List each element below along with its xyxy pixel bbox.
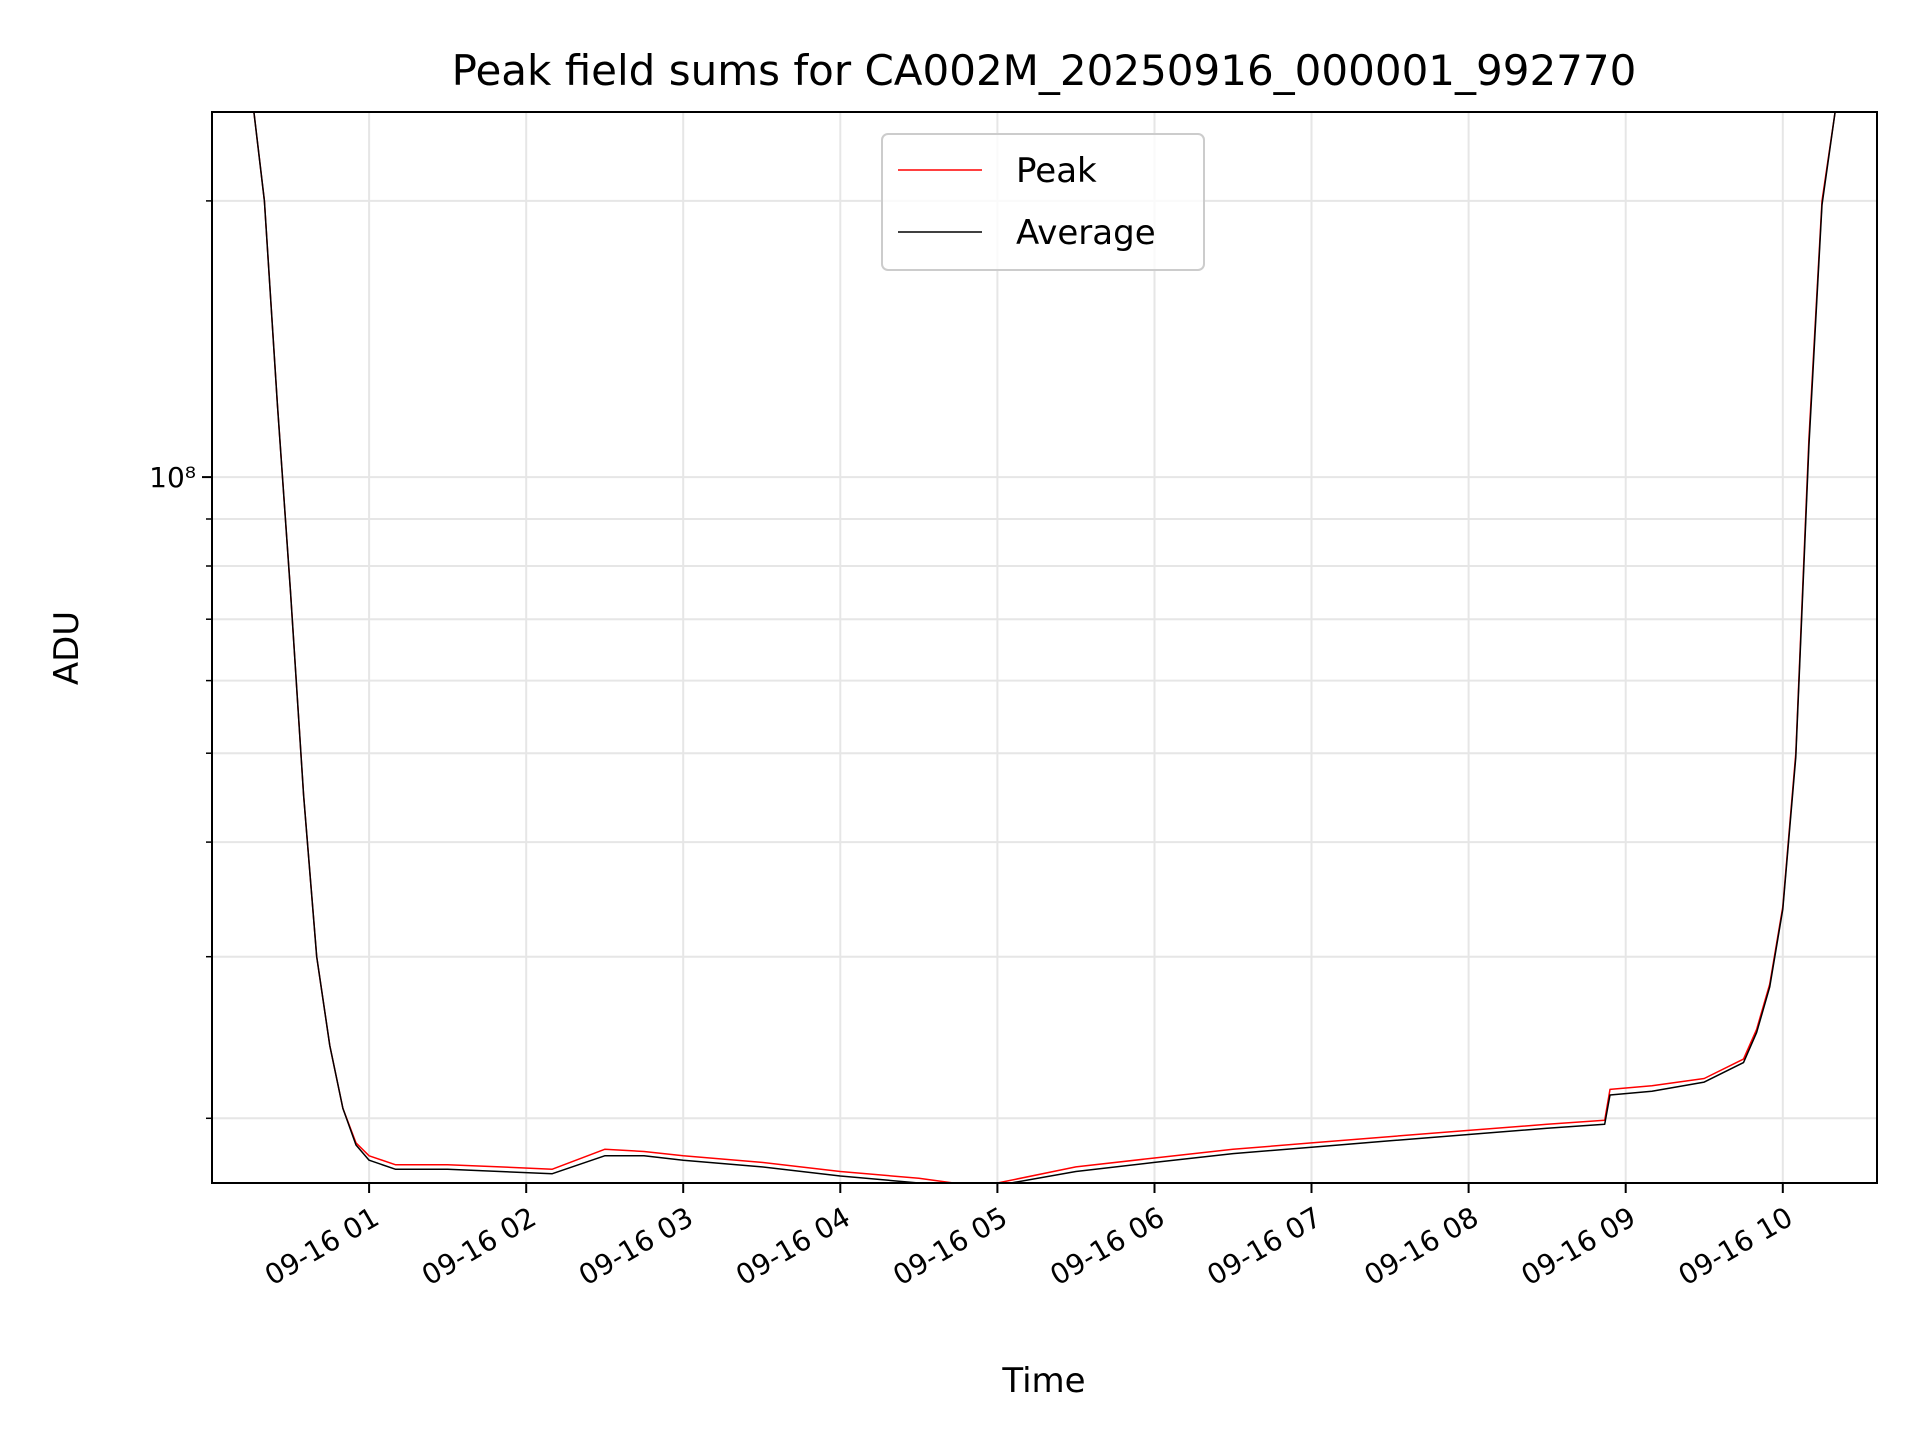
series-group — [253, 112, 1836, 1183]
legend-label-peak: Peak — [1016, 151, 1097, 191]
legend-label-average: Average — [1016, 213, 1156, 253]
x-axis-label: Time — [1001, 1361, 1085, 1401]
legend-box — [881, 133, 1205, 271]
series-line-average — [253, 112, 1836, 1183]
y-axis-label: ADU — [47, 611, 87, 685]
y-tick-label: 10⁸ — [149, 461, 196, 494]
legend: Peak Average — [881, 133, 1205, 271]
grid — [212, 112, 1877, 1183]
plot-frame — [211, 111, 1878, 1184]
chart-title: Peak field sums for CA002M_20250916_0000… — [452, 46, 1637, 95]
